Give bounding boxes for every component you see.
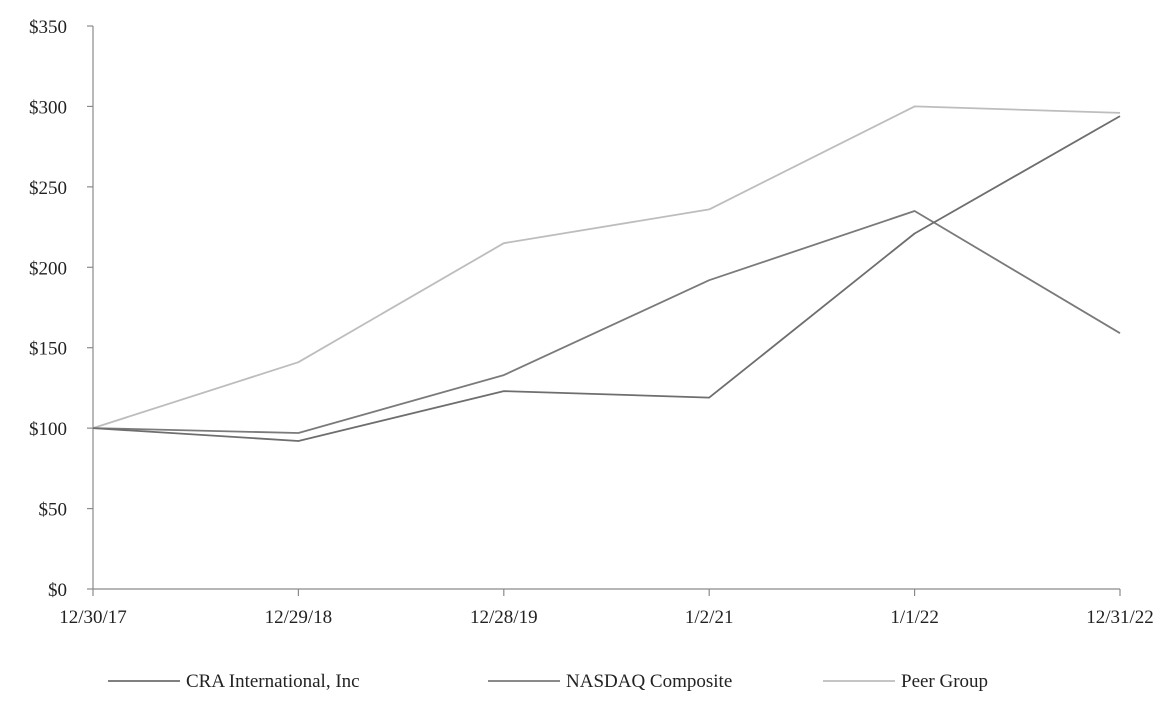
series-lines	[92, 105, 1121, 442]
x-tick-label: 12/31/22	[1086, 607, 1154, 628]
x-tick-label: 1/2/21	[685, 607, 734, 628]
x-tick-label: 12/28/19	[470, 607, 538, 628]
y-tick-label: $250	[29, 178, 67, 199]
y-tick-label: $350	[29, 17, 67, 38]
y-tick-label: $150	[29, 339, 67, 360]
series-line-cra-international-inc	[92, 115, 1121, 442]
x-tick-label: 12/30/17	[59, 607, 127, 628]
legend-label-nasdaq-composite: NASDAQ Composite	[566, 671, 732, 692]
series-line-peer-group	[92, 105, 1121, 429]
legend: CRA International, Inc NASDAQ Composite Pe…	[108, 671, 988, 692]
x-tick-label: 12/29/18	[265, 607, 333, 628]
axes: $0 $50 $100 $150 $200 $250 $300 $350 12/30/17 12/…	[29, 17, 1154, 628]
legend-label-cra-international-inc: CRA International, Inc	[186, 671, 360, 692]
y-tick-label: $200	[29, 258, 67, 279]
y-tick-label: $0	[48, 580, 67, 601]
y-tick-label: $100	[29, 419, 67, 440]
y-tick-label: $50	[39, 500, 68, 521]
x-tick-label: 1/1/22	[890, 607, 939, 628]
y-tick-label: $300	[29, 97, 67, 118]
legend-label-peer-group: Peer Group	[901, 671, 988, 692]
series-line-nasdaq-composite	[92, 210, 1121, 434]
